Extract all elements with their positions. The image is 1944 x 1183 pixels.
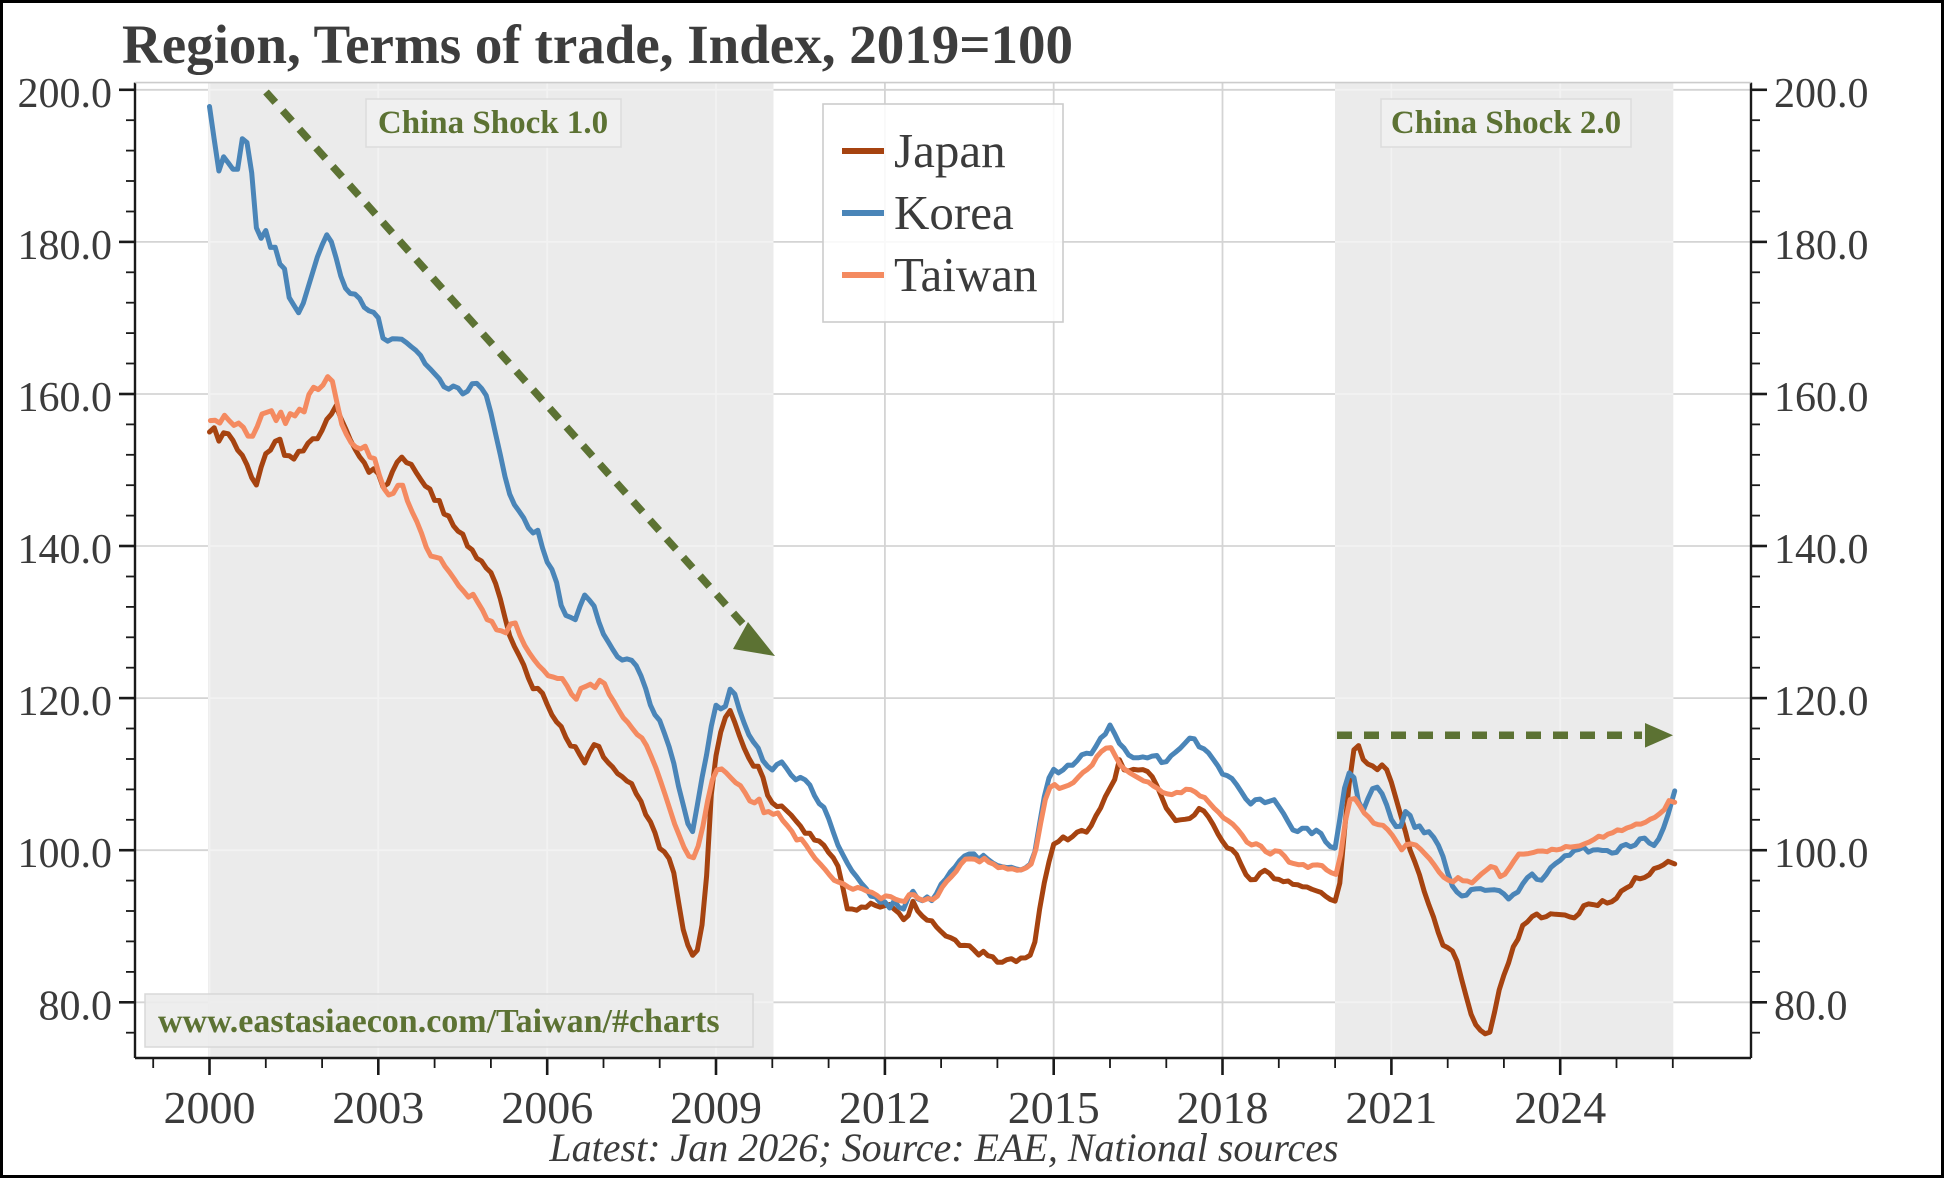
svg-text:Korea: Korea xyxy=(894,185,1014,240)
svg-text:Latest: Jan 2026; Source: EAE,: Latest: Jan 2026; Source: EAE, National … xyxy=(548,1125,1338,1170)
svg-text:Taiwan: Taiwan xyxy=(894,247,1038,302)
svg-text:2003: 2003 xyxy=(332,1082,424,1133)
svg-text:2024: 2024 xyxy=(1514,1082,1606,1133)
svg-text:2009: 2009 xyxy=(670,1082,762,1133)
svg-text:120.0: 120.0 xyxy=(1774,679,1869,725)
svg-text:2021: 2021 xyxy=(1345,1082,1437,1133)
svg-text:180.0: 180.0 xyxy=(1774,223,1869,269)
svg-text:China Shock 2.0: China Shock 2.0 xyxy=(1391,105,1621,141)
svg-text:100.0: 100.0 xyxy=(1774,831,1869,877)
svg-text:2006: 2006 xyxy=(501,1082,593,1133)
svg-text:200.0: 200.0 xyxy=(1774,71,1869,117)
svg-text:Region, Terms of trade, Index,: Region, Terms of trade, Index, 2019=100 xyxy=(122,14,1073,75)
svg-text:200.0: 200.0 xyxy=(18,71,113,117)
svg-text:180.0: 180.0 xyxy=(18,223,113,269)
svg-text:2018: 2018 xyxy=(1177,1082,1269,1133)
svg-text:2000: 2000 xyxy=(164,1082,256,1133)
svg-text:120.0: 120.0 xyxy=(18,679,113,725)
svg-text:140.0: 140.0 xyxy=(1774,527,1869,573)
svg-text:2012: 2012 xyxy=(839,1082,931,1133)
svg-text:www.eastasiaecon.com/Taiwan/#c: www.eastasiaecon.com/Taiwan/#charts xyxy=(158,1003,720,1040)
svg-text:140.0: 140.0 xyxy=(18,527,113,573)
svg-text:80.0: 80.0 xyxy=(1774,983,1848,1029)
svg-text:100.0: 100.0 xyxy=(18,831,113,877)
svg-text:2015: 2015 xyxy=(1008,1082,1100,1133)
svg-text:80.0: 80.0 xyxy=(39,983,113,1029)
svg-text:160.0: 160.0 xyxy=(18,375,113,421)
svg-text:160.0: 160.0 xyxy=(1774,375,1869,421)
svg-text:China Shock 1.0: China Shock 1.0 xyxy=(378,105,608,141)
svg-text:Japan: Japan xyxy=(894,123,1006,178)
